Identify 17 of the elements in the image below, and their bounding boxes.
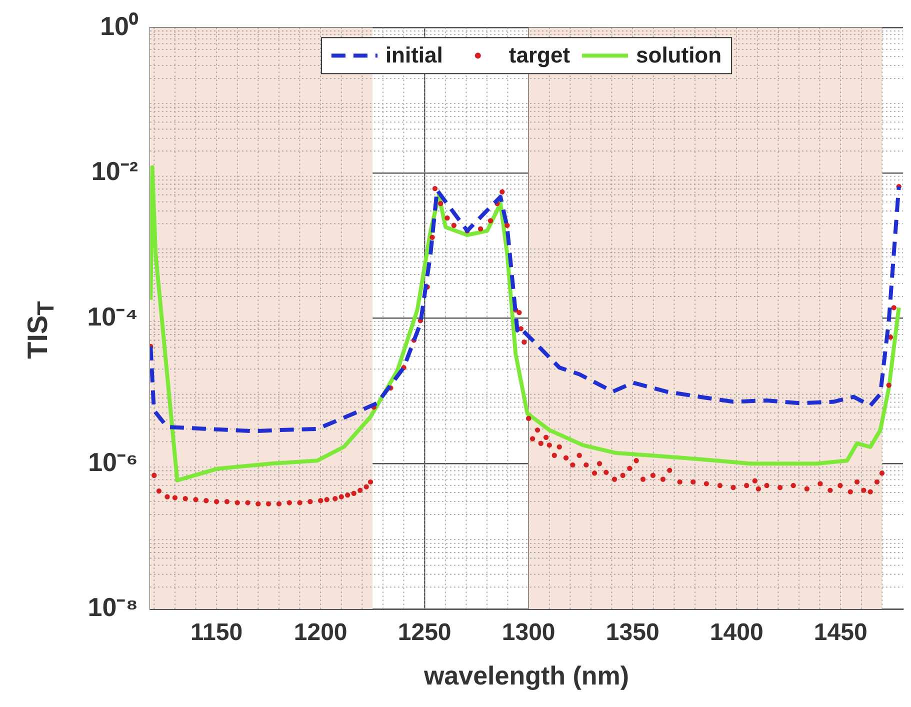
x-axis-title: wavelength (nm) [422, 660, 630, 691]
x-tick-label: 1450 [814, 619, 868, 646]
legend-label: solution [636, 42, 722, 68]
y-tick-label: 10⁻⁸ [88, 592, 138, 622]
y-tick-label: 10⁰ [100, 10, 139, 41]
y-tick-label: 10⁻² [91, 156, 138, 186]
legend-label: target [508, 42, 571, 68]
x-tick-label: 1250 [398, 619, 452, 646]
line-series [150, 184, 901, 434]
x-tick-label: 1150 [190, 619, 243, 646]
x-tick-label: 1350 [606, 619, 660, 646]
y-tick-label: 10⁻⁴ [87, 301, 138, 332]
x-tick-label: 1300 [502, 619, 556, 646]
y-tick-label: 10⁻⁶ [88, 446, 138, 477]
legend-label: initial [385, 42, 443, 68]
x-tick-label: 1200 [294, 619, 348, 646]
x-tick-label: 1400 [710, 619, 764, 646]
